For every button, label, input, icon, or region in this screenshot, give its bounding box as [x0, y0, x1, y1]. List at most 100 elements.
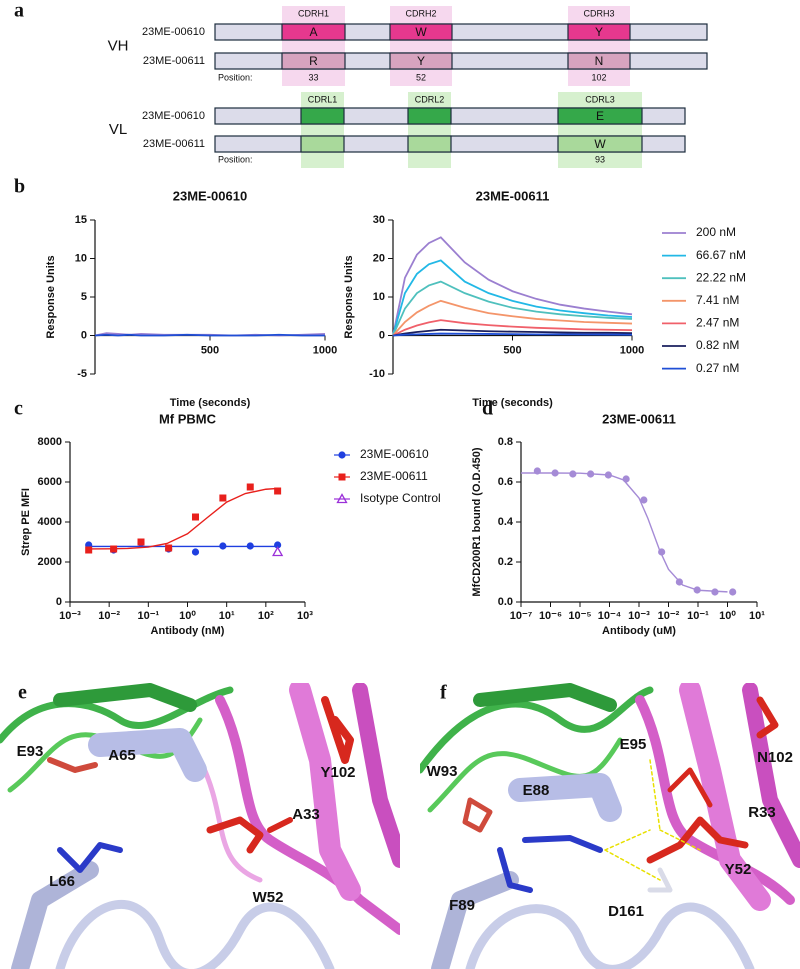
marker	[246, 483, 254, 491]
line	[392, 319, 633, 337]
marker	[640, 496, 648, 504]
x-axis-label: Time (seconds)	[170, 397, 251, 409]
x-tick-label: 10⁻⁵	[568, 610, 591, 622]
y-axis-label: Response Units	[343, 255, 355, 338]
y-tick-label: 8000	[38, 436, 62, 448]
marker	[219, 494, 227, 502]
position: 33	[308, 72, 318, 82]
cdr-highlight	[301, 92, 344, 168]
y-tick-label: 30	[373, 214, 385, 226]
y-tick-label: 4000	[38, 516, 62, 528]
position: 52	[416, 72, 426, 82]
residue: N	[595, 54, 604, 68]
y-tick-label: 15	[75, 214, 87, 226]
structure-f	[420, 683, 800, 969]
marker	[604, 471, 612, 479]
residue-label: W93	[427, 763, 458, 780]
residue-label: F89	[449, 897, 475, 914]
chart-title: 23ME-00611	[602, 411, 676, 426]
y-axis-label: MfCD200R1 bound (O.D.450)	[471, 447, 483, 596]
y-axis-label: Response Units	[45, 255, 57, 338]
cdr-highlight	[408, 92, 451, 168]
row-name: 23ME-00610	[142, 26, 205, 38]
x-tick-label: 10³	[297, 610, 313, 622]
y-tick-label: 0	[379, 329, 385, 341]
y-tick-label: -5	[77, 368, 87, 380]
x-tick-label: 10¹	[219, 610, 235, 622]
marker	[338, 451, 346, 459]
residue: A	[309, 25, 317, 39]
legend-label: 200 nM	[696, 225, 736, 239]
panel-label: b	[14, 176, 25, 198]
y-tick-label: 2000	[38, 556, 62, 568]
line	[94, 333, 325, 337]
marker	[622, 475, 630, 483]
legend-label: 23ME-00610	[360, 447, 429, 461]
residue: Y	[595, 25, 603, 39]
residue: W	[594, 137, 606, 151]
y-tick-label: 10	[75, 252, 87, 264]
cdr-segment	[389, 52, 453, 70]
x-tick-label: 10⁻⁶	[539, 610, 562, 622]
cdr-label: CDRL1	[308, 94, 338, 104]
chart-title: Mf PBMC	[159, 411, 217, 426]
y-tick-label: 10	[373, 291, 385, 303]
residue-label: R33	[748, 804, 776, 821]
y-tick-label: 20	[373, 252, 385, 264]
marker	[658, 548, 666, 556]
residue-label: Y52	[725, 861, 752, 878]
y-tick-label: 0.8	[498, 436, 513, 448]
y-tick-label: 0.6	[498, 476, 513, 488]
legend-label: 2.47 nM	[696, 316, 739, 330]
marker	[569, 470, 577, 478]
fit-line	[88, 487, 278, 550]
chain-label: VH	[108, 37, 129, 54]
chart-title: 23ME-00611	[476, 188, 550, 203]
x-tick-label: 10⁻⁴	[598, 610, 621, 622]
legend-label: 66.67 nM	[696, 248, 746, 262]
x-axis-label: Time (seconds)	[472, 397, 553, 409]
residue-label: N102	[757, 749, 793, 766]
position: 102	[591, 72, 606, 82]
legend-label: 0.82 nM	[696, 338, 739, 352]
x-tick-label: 10⁻⁷	[510, 610, 533, 622]
residue: Y	[417, 54, 425, 68]
marker	[693, 586, 701, 594]
cdr-label: CDRH3	[583, 8, 614, 18]
residue-label: E88	[523, 782, 550, 799]
y-tick-label: 0.0	[498, 596, 513, 608]
marker	[338, 473, 346, 481]
y-tick-label: -10	[369, 368, 385, 380]
panel-label: f	[440, 682, 447, 704]
marker	[711, 588, 719, 596]
y-tick-label: 0	[81, 329, 87, 341]
x-tick-label: 10¹	[749, 610, 765, 622]
x-tick-label: 10⁻³	[59, 610, 81, 622]
cdr-segment	[557, 135, 643, 153]
cdr-label: CDRL2	[415, 94, 445, 104]
residue-label: A65	[108, 747, 136, 764]
x-tick-label: 500	[201, 344, 219, 356]
cdr-highlight	[558, 92, 642, 168]
chart-title: 23ME-00610	[173, 188, 247, 203]
line	[392, 332, 633, 337]
marker	[246, 542, 254, 550]
legend-label: Isotype Control	[360, 491, 441, 505]
y-axis-label: Strep PE MFI	[20, 488, 32, 556]
residue-label: D161	[608, 903, 644, 920]
residue-label: Y102	[320, 764, 355, 781]
marker	[191, 513, 199, 521]
legend-label: 0.27 nM	[696, 361, 739, 375]
cdr-label: CDRL3	[585, 94, 615, 104]
row-name: 23ME-00610	[142, 110, 205, 122]
cdr-highlight	[282, 6, 345, 86]
cdr-label: CDRH2	[405, 8, 436, 18]
line	[392, 259, 633, 336]
marker	[274, 487, 282, 495]
fit-line	[521, 472, 728, 593]
line	[392, 236, 633, 336]
residue-label: W52	[253, 889, 284, 906]
panel-label: d	[482, 398, 493, 420]
cdr-segment	[300, 135, 345, 153]
